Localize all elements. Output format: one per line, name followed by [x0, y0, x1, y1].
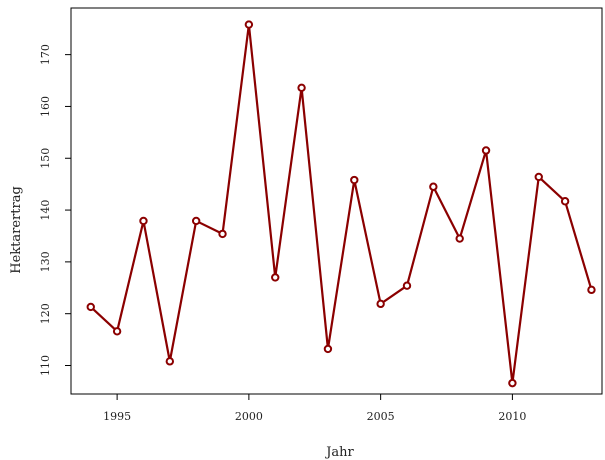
data-point [297, 83, 306, 92]
y-axis: 110 120 130 140 150 160 170 [39, 44, 71, 376]
y-axis-title: Hektarertrag [9, 186, 24, 274]
data-point [587, 285, 596, 295]
y-tick-label: 170 [39, 44, 52, 65]
data-point [218, 229, 227, 239]
data-point [429, 182, 438, 191]
x-axis-title: Jahr [324, 445, 354, 460]
data-point [402, 281, 412, 290]
data-point [376, 299, 385, 309]
data-point [112, 327, 122, 336]
series-layer [86, 20, 596, 388]
series-line [90, 23, 593, 385]
y-tick-label: 130 [39, 251, 52, 272]
y-tick-label: 140 [39, 200, 52, 221]
data-point [481, 146, 491, 155]
data-point [271, 273, 280, 282]
y-tick-label: 150 [39, 148, 52, 169]
data-point [350, 175, 359, 185]
data-point [323, 344, 333, 354]
data-point [455, 234, 464, 243]
plot-frame [70, 7, 603, 395]
y-tick-label: 120 [39, 303, 52, 324]
data-point [86, 302, 95, 312]
data-point [534, 172, 543, 182]
x-tick-label: 2010 [498, 410, 526, 423]
y-tick-label: 160 [39, 96, 52, 117]
data-point [560, 197, 570, 206]
x-tick-label: 2000 [235, 410, 263, 423]
y-tick-label: 110 [39, 355, 52, 376]
x-tick-label: 1995 [103, 410, 131, 423]
data-point [508, 378, 517, 388]
data-point [165, 357, 175, 366]
data-point [244, 20, 254, 29]
x-tick-label: 2005 [367, 410, 395, 423]
x-axis: 1995 2000 2005 2010 [103, 394, 526, 423]
data-point [139, 216, 148, 226]
data-point [191, 216, 201, 226]
